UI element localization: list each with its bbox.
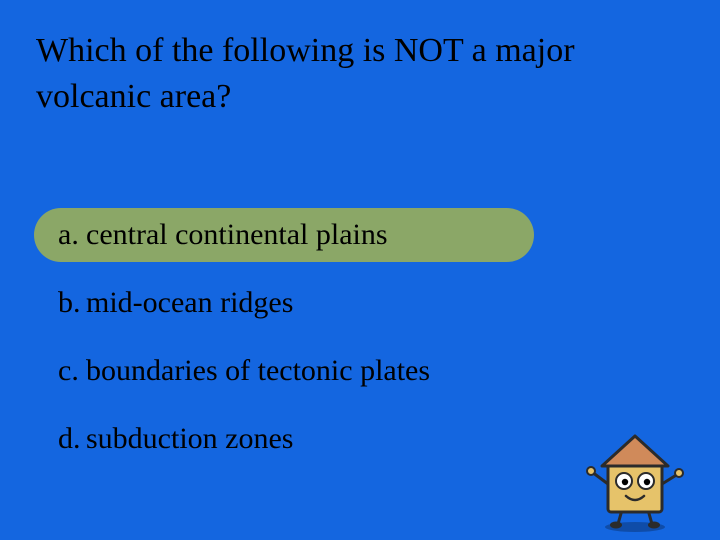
answer-option-c[interactable]: c.boundaries of tectonic plates <box>40 346 680 396</box>
answer-option-b[interactable]: b.mid-ocean ridges <box>40 278 680 328</box>
answer-option-a[interactable]: a.central continental plains <box>40 210 680 260</box>
question-label: Which of the following is NOT a major vo… <box>36 32 575 115</box>
answer-letter: d. <box>58 422 86 456</box>
answer-letter: c. <box>58 354 86 388</box>
answer-text: mid-ocean ridges <box>86 286 293 319</box>
answer-letter: b. <box>58 286 86 320</box>
house-character-icon[interactable] <box>580 424 690 534</box>
answer-letter: a. <box>58 218 86 252</box>
answer-text: central continental plains <box>86 218 388 251</box>
question-text: Which of the following is NOT a major vo… <box>36 28 670 120</box>
answer-text: boundaries of tectonic plates <box>86 354 430 387</box>
quiz-slide: Which of the following is NOT a major vo… <box>0 0 720 540</box>
answer-text: subduction zones <box>86 422 293 455</box>
